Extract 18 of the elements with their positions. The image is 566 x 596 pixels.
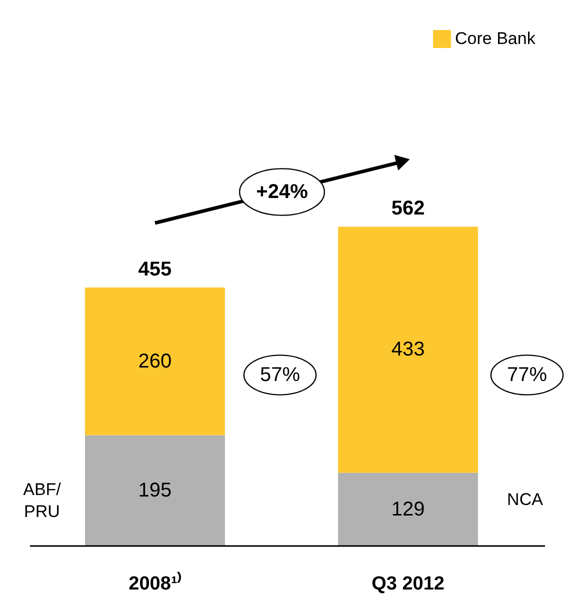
legend-label: Core Bank	[455, 29, 536, 48]
bar	[85, 287, 225, 436]
data-label: 129	[391, 498, 425, 520]
x-tick-label: Q3 2012	[372, 574, 444, 594]
data-label: 433	[391, 338, 425, 361]
text: +24%	[256, 181, 308, 203]
annotation: NCA	[507, 490, 544, 509]
total-label: 562	[391, 198, 425, 220]
bar	[85, 435, 225, 546]
bar	[338, 226, 478, 473]
data-label: 260	[138, 350, 172, 372]
x-tick-label: 2008¹⁾	[128, 572, 182, 594]
bar	[338, 472, 478, 546]
annotation: 77%	[506, 364, 548, 386]
annotation: 57%	[260, 364, 300, 386]
data-label: 195	[138, 480, 172, 502]
total-label: 455	[138, 258, 172, 280]
annotation: ABF/ PRU	[23, 480, 62, 521]
